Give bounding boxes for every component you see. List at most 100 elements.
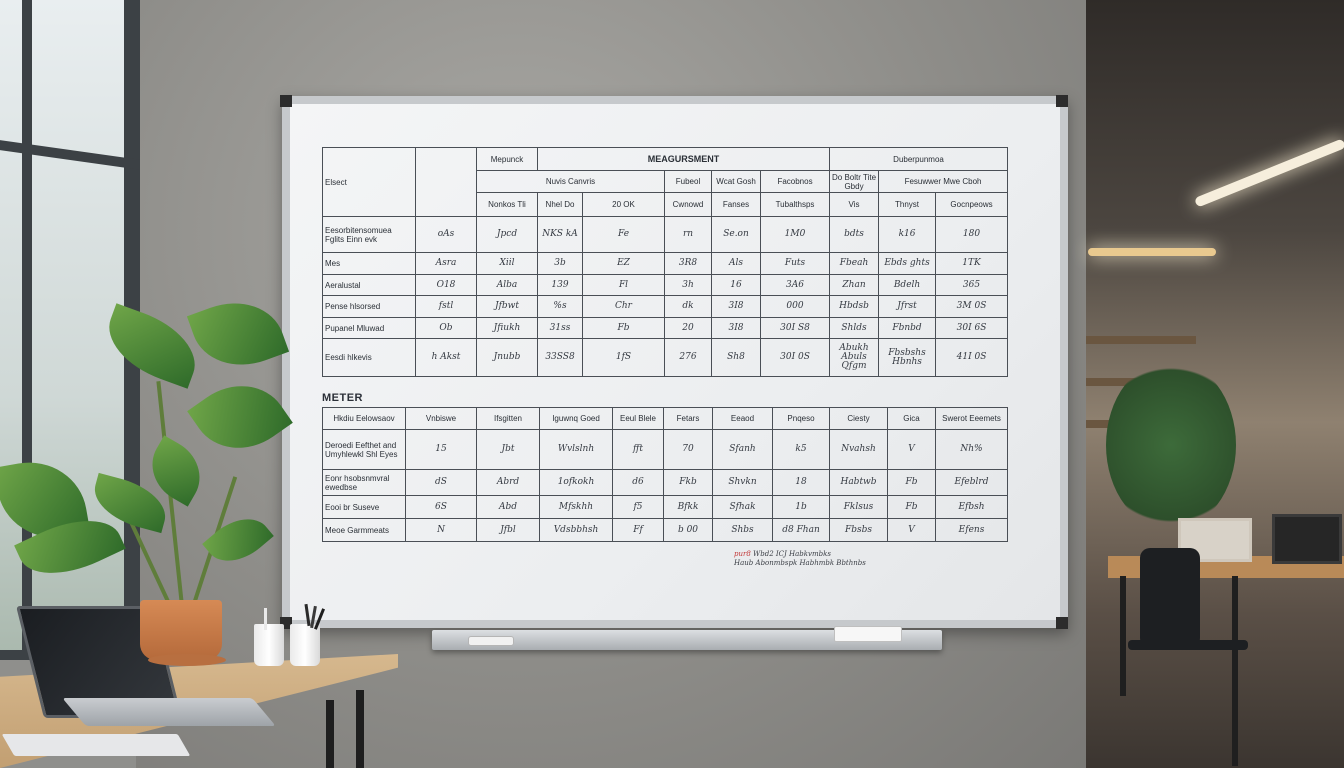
note-text: Habkvmbks	[789, 550, 831, 558]
row-label: Aeralustal	[322, 274, 416, 296]
header-cell: Cwnowd	[664, 192, 712, 217]
table-row: Eooi br Suseve 6S Abd Mfskhh f5 Bfkk Sfhak 1b Fk…	[322, 495, 1008, 519]
empty-header-cell	[415, 147, 477, 217]
table-cell: 30I 0S	[759, 338, 831, 377]
desk-leg	[326, 700, 334, 768]
table-cell: Shbs	[712, 518, 773, 542]
table-cell: Fbnbd	[878, 317, 937, 339]
window-transom	[0, 140, 140, 170]
table-row: Meoe Garmmeats N Jfbl Vdsbbhsh Ff b 00 Shbs d8 …	[322, 518, 1008, 542]
table-cell: Jfrst	[878, 295, 937, 318]
header-cell: Nuvis Canvris	[476, 170, 665, 193]
table-cell: Sfanh	[712, 429, 773, 470]
table-cell: 1ofkokh	[539, 469, 613, 496]
note-text: Haub	[734, 559, 754, 567]
table-cell: Fkb	[663, 469, 713, 496]
table-cell: Asra	[415, 252, 477, 275]
table-cell: 30I 6S	[935, 317, 1009, 339]
laptop-keyboard-icon[interactable]	[62, 698, 276, 726]
table-cell: Efens	[935, 518, 1008, 542]
table-cell: Efbsh	[935, 495, 1008, 519]
table-cell: 3R8	[664, 252, 712, 275]
table-cell: Ff	[612, 518, 664, 542]
table-cell: 3I8	[711, 295, 761, 318]
table-cell: %s	[537, 295, 583, 318]
table-cell: Fbsbshs Hbnhs	[878, 338, 937, 377]
header-cell: Gica	[887, 407, 936, 430]
table-cell: 31ss	[537, 317, 583, 339]
table-cell: Xiil	[476, 252, 538, 275]
table-cell: 41I 0S	[935, 338, 1009, 377]
table-cell: Abrd	[476, 469, 540, 496]
ceiling-light-icon	[1088, 248, 1216, 256]
meter-table: Hkdiu Eelowsaov Vnbiswe Ifsgitten Iguwnq Go…	[322, 407, 1008, 542]
row-label: Eooi br Suseve	[322, 495, 406, 519]
table-cell: Jpcd	[476, 216, 538, 253]
header-cell: MEAGURSMENT	[536, 147, 831, 171]
table-cell: h Akst	[415, 338, 477, 377]
table-cell: Fl	[582, 274, 665, 296]
table-cell: V	[887, 518, 936, 542]
eraser-icon[interactable]	[834, 626, 902, 642]
pen-icon[interactable]	[264, 608, 267, 630]
header-cell: Vis	[829, 192, 880, 217]
header-cell: Swerot Eeemets	[935, 407, 1008, 430]
table-cell: 18	[772, 469, 830, 496]
table-cell: Wvlslnh	[539, 429, 613, 470]
table-cell: EZ	[582, 252, 665, 275]
table-cell: Sh8	[711, 338, 761, 377]
table-cell: 6S	[405, 495, 477, 519]
marker-icon[interactable]	[468, 636, 514, 646]
table-corner-label: Elsect	[322, 147, 416, 217]
table-cell: Chr	[582, 295, 665, 318]
table-cell: 3A6	[759, 274, 831, 296]
office-chair-icon	[1140, 548, 1200, 648]
table-cell: Habtwb	[829, 469, 888, 496]
table-cell: Abd	[476, 495, 540, 519]
table-cell: Shlds	[829, 317, 880, 339]
notebook-icon[interactable]	[1, 734, 191, 756]
table-cell: 000	[759, 295, 831, 318]
table-cell: Jnubb	[476, 338, 538, 377]
table-cell: O18	[415, 274, 477, 296]
table-cell: Fklsus	[829, 495, 888, 519]
handwritten-note: pur8 Wbd2 ICJ Habkvmbks Haub Abonmbspk H…	[734, 550, 866, 568]
header-cell: Ifsgitten	[476, 407, 540, 430]
header-cell: Tubalthsps	[759, 192, 831, 217]
table-cell: 3h	[664, 274, 712, 296]
table-row: Aeralustal O18 Alba 139 Fl 3h 16 3A6 Zhan Bdelh 36…	[322, 274, 1009, 296]
table-cell: 70	[663, 429, 713, 470]
header-cell: Thnyst	[878, 192, 937, 217]
table-cell: 180	[935, 216, 1009, 253]
table-cell: Shvkn	[712, 469, 773, 496]
plant-pot-icon	[140, 600, 222, 660]
table-cell: d6	[612, 469, 664, 496]
table-cell: Zhan	[829, 274, 880, 296]
table-cell: Fe	[582, 216, 665, 253]
table-cell: 15	[405, 429, 477, 470]
table-cell: k16	[878, 216, 937, 253]
table-cell: 1fS	[582, 338, 665, 377]
table-cell: Ob	[415, 317, 477, 339]
table-cell: 3M 0S	[935, 295, 1009, 318]
header-cell: Eeaod	[712, 407, 773, 430]
table-cell: N	[405, 518, 477, 542]
table-cell: Jfbl	[476, 518, 540, 542]
header-cell: Fetars	[663, 407, 713, 430]
table-cell: 30I S8	[759, 317, 831, 339]
row-label: Eesorbitensomuea Fglits Einn evk	[322, 216, 416, 253]
table-cell: Hbdsb	[829, 295, 880, 318]
table-cell: Ebds ghts	[878, 252, 937, 275]
table-cell: Vdsbbhsh	[539, 518, 613, 542]
row-label: Mes	[322, 252, 416, 275]
table-cell: Futs	[759, 252, 831, 275]
saucer	[148, 654, 226, 666]
table-row: Mes Asra Xiil 3b EZ 3R8 Als Futs Fbeah Ebds ghts 1…	[322, 252, 1009, 275]
row-label: Eesdi hlkevis	[322, 338, 416, 377]
header-cell: Fesuwwer Mwe Cboh	[878, 170, 1009, 193]
table-cell: Jfiukh	[476, 317, 538, 339]
table-cell: 3b	[537, 252, 583, 275]
table-cell: Mfskhh	[539, 495, 613, 519]
table-cell: b 00	[663, 518, 713, 542]
header-cell: Ciesty	[829, 407, 888, 430]
